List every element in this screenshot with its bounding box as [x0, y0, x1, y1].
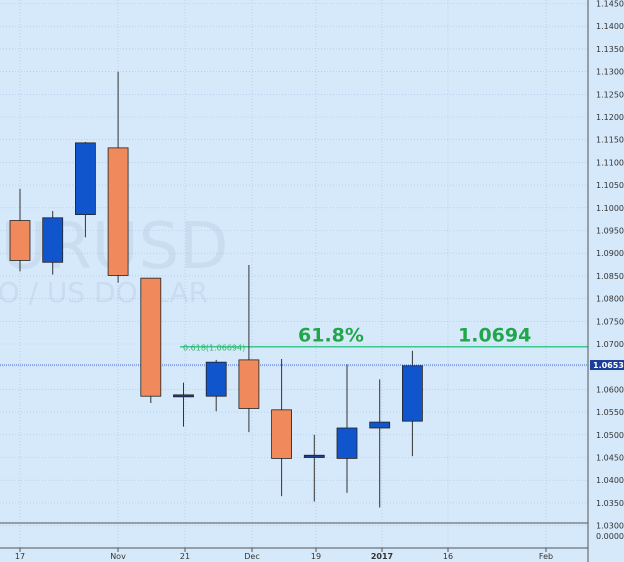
- y-tick-label: 1.03500: [596, 499, 624, 508]
- x-tick-label: Nov: [110, 552, 126, 561]
- grid: [0, 0, 588, 548]
- y-tick-label: 1.12500: [596, 90, 624, 99]
- y-tick-label: 1.05000: [596, 431, 624, 440]
- y-tick-label: 1.07500: [596, 317, 624, 326]
- candle[interactable]: [140, 277, 162, 404]
- y-tick-label: 1.13500: [596, 45, 624, 54]
- y-tick-label: 1.04500: [596, 454, 624, 463]
- candle[interactable]: [107, 71, 129, 283]
- current-price-tag: 1.06537: [590, 360, 624, 371]
- y-tick-label: 1.12000: [596, 113, 624, 122]
- candle-body: [75, 142, 96, 216]
- candle-body: [9, 220, 31, 261]
- candle[interactable]: [42, 210, 64, 275]
- candle[interactable]: [205, 359, 227, 412]
- y-tick-label: 1.14500: [596, 0, 624, 9]
- y-tick-label: 1.09000: [596, 249, 624, 258]
- fibonacci-level: 0.618(1.06694) 61.8% 1.0694: [180, 325, 588, 353]
- y-tick-label: 1.05500: [596, 408, 624, 417]
- candle[interactable]: [303, 434, 325, 502]
- candle[interactable]: [173, 382, 194, 427]
- y-tick-label: 1.10000: [596, 204, 624, 213]
- candle[interactable]: [271, 358, 293, 497]
- candle-body: [369, 421, 391, 429]
- y-tick-label: 1.09500: [596, 227, 624, 236]
- candle[interactable]: [369, 379, 391, 508]
- volume-zero-tick: 0.0000: [596, 532, 624, 541]
- x-tick-label: Feb: [539, 552, 553, 561]
- x-tick-label: 2017: [371, 552, 393, 561]
- candle-body: [303, 454, 325, 458]
- candle-body: [42, 217, 64, 263]
- x-axis-ticks: 17 Nov 21 Dec 19 2017 16 Feb: [15, 548, 553, 561]
- fib-percent-label: 61.8%: [298, 325, 364, 347]
- y-tick-label: 1.04000: [596, 476, 624, 485]
- fib-price-label: 1.0694: [458, 325, 531, 347]
- y-tick-label: 1.07000: [596, 340, 624, 349]
- candle-body: [173, 394, 194, 398]
- y-tick-label: 1.08500: [596, 272, 624, 281]
- candle[interactable]: [238, 265, 260, 433]
- candle-body: [271, 409, 293, 459]
- x-tick-label: 17: [15, 552, 25, 561]
- x-tick-label: 19: [311, 552, 321, 561]
- x-tick-label: 16: [443, 552, 453, 561]
- candle[interactable]: [336, 364, 358, 493]
- y-axis-ticks: 1.14500 1.14000 1.13500 1.13000 1.12500 1.120…: [596, 0, 624, 531]
- candle[interactable]: [401, 350, 423, 457]
- y-tick-label: 1.08000: [596, 295, 624, 304]
- candle-body: [107, 147, 129, 276]
- y-tick-label: 1.10500: [596, 181, 624, 190]
- candle-body: [336, 427, 358, 459]
- y-tick-label: 1.14000: [596, 22, 624, 31]
- watermark-subtitle: EURO / US DOLLAR: [0, 276, 208, 309]
- y-tick-label: 1.11000: [596, 158, 624, 167]
- candle-body: [238, 359, 260, 409]
- current-price-label: 1.06537: [593, 361, 624, 370]
- y-tick-label: 1.11500: [596, 136, 624, 145]
- candle-body: [140, 277, 162, 397]
- current-price-box: [590, 360, 624, 371]
- candle[interactable]: [9, 188, 31, 272]
- y-tick-label: 1.13000: [596, 68, 624, 77]
- fib-level-small-label: 0.618(1.06694): [183, 344, 245, 353]
- candle-body: [205, 361, 227, 397]
- candle[interactable]: [75, 141, 96, 238]
- x-tick-label: 21: [180, 552, 190, 561]
- candle-body: [401, 365, 423, 422]
- candles: [9, 71, 423, 508]
- x-tick-label: Dec: [244, 552, 259, 561]
- y-tick-label: 1.06000: [596, 385, 624, 394]
